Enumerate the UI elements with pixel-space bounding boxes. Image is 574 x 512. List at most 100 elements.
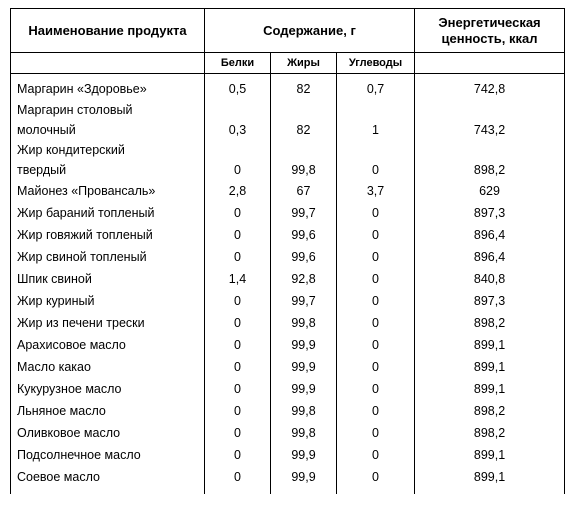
kcal-value: 898,2 (421, 400, 558, 422)
carbs-value: 0 (343, 290, 408, 312)
fat-value: 99,9 (277, 466, 330, 488)
carbs-value: 0 (343, 268, 408, 290)
col-subheader-kcal-empty (415, 53, 565, 74)
product-name: Кукурузное масло (17, 378, 198, 400)
carbs-value: 0 (343, 356, 408, 378)
fat-value: 99,8 (277, 312, 330, 334)
product-name: Подсолнечное масло (17, 444, 198, 466)
fat-value: 99,9 (277, 444, 330, 466)
col-header-content: Содержание, г (205, 9, 415, 53)
body-col-fat: 82 82 99,86799,799,699,692,899,799,899,9… (271, 74, 337, 495)
product-name: Жир свиной топленый (17, 246, 198, 268)
carbs-value: 0 (343, 422, 408, 444)
kcal-value: 899,1 (421, 334, 558, 356)
carbs-value: 0 (343, 312, 408, 334)
product-name: Майонез «Провансаль» (17, 180, 198, 202)
protein-value: 0 (211, 356, 264, 378)
kcal-value: 840,8 (421, 268, 558, 290)
kcal-value: 629 (421, 180, 558, 202)
kcal-value: 899,1 (421, 444, 558, 466)
header-row-2: Белки Жиры Углеводы (11, 53, 565, 74)
col-subheader-fat: Жиры (271, 53, 337, 74)
fat-value: 82 (277, 78, 330, 100)
protein-value: 0,3 (211, 120, 264, 140)
kcal-value: 897,3 (421, 202, 558, 224)
product-name: Жир из печени трески (17, 312, 198, 334)
fat-value: 99,7 (277, 202, 330, 224)
fat-value: 99,8 (277, 400, 330, 422)
col-subheader-protein: Белки (205, 53, 271, 74)
product-name: Жир кондитерский (17, 140, 198, 160)
header-row-1: Наименование продукта Содержание, г Энер… (11, 9, 565, 53)
product-name: Жир куриный (17, 290, 198, 312)
nutrition-table-page: Наименование продукта Содержание, г Энер… (0, 0, 574, 512)
carbs-value: 1 (343, 120, 408, 140)
kcal-value: 742,8 (421, 78, 558, 100)
fat-value: 67 (277, 180, 330, 202)
fat-value: 99,8 (277, 422, 330, 444)
fat-value: 99,7 (277, 290, 330, 312)
product-name: Арахисовое масло (17, 334, 198, 356)
carbs-value: 0 (343, 334, 408, 356)
kcal-value: 896,4 (421, 224, 558, 246)
fat-value: 99,8 (277, 160, 330, 180)
carbs-value: 0 (343, 378, 408, 400)
protein-value: 0 (211, 246, 264, 268)
carbs-value: 0 (343, 444, 408, 466)
protein-value: 0,5 (211, 78, 264, 100)
kcal-value: 899,1 (421, 378, 558, 400)
protein-value: 0 (211, 378, 264, 400)
body-col-kcal: 742,8 743,2 898,2629897,3896,4896,4840,8… (415, 74, 565, 495)
carbs-value: 0 (343, 400, 408, 422)
nutrition-table: Наименование продукта Содержание, г Энер… (10, 8, 565, 494)
kcal-value: 898,2 (421, 312, 558, 334)
product-name: молочный (17, 120, 198, 140)
carbs-value: 0 (343, 246, 408, 268)
product-name: Масло какао (17, 356, 198, 378)
fat-value: 99,9 (277, 334, 330, 356)
protein-value: 0 (211, 160, 264, 180)
product-name: Льняное масло (17, 400, 198, 422)
product-name: Жир бараний топленый (17, 202, 198, 224)
fat-value: 92,8 (277, 268, 330, 290)
body-col-protein: 0,5 0,3 02,80001,4000000000 (205, 74, 271, 495)
protein-value: 1,4 (211, 268, 264, 290)
protein-value: 0 (211, 334, 264, 356)
fat-value: 82 (277, 120, 330, 140)
product-name: Оливковое масло (17, 422, 198, 444)
protein-value: 0 (211, 224, 264, 246)
kcal-value: 896,4 (421, 246, 558, 268)
body-col-name: Маргарин «Здоровье»Маргарин столовыймоло… (11, 74, 205, 495)
protein-value: 0 (211, 466, 264, 488)
kcal-value: 743,2 (421, 120, 558, 140)
carbs-value: 0 (343, 160, 408, 180)
product-name: Соевое масло (17, 466, 198, 488)
carbs-value: 0 (343, 202, 408, 224)
protein-value: 2,8 (211, 180, 264, 202)
protein-value: 0 (211, 444, 264, 466)
fat-value: 99,6 (277, 224, 330, 246)
kcal-value: 897,3 (421, 290, 558, 312)
table-body-row: Маргарин «Здоровье»Маргарин столовыймоло… (11, 74, 565, 495)
product-name: Шпик свиной (17, 268, 198, 290)
product-name: Маргарин «Здоровье» (17, 78, 198, 100)
kcal-value: 899,1 (421, 356, 558, 378)
col-header-name: Наименование продукта (11, 9, 205, 53)
carbs-value: 0 (343, 466, 408, 488)
body-col-carbs: 0,7 1 03,70000000000000 (337, 74, 415, 495)
kcal-value: 898,2 (421, 160, 558, 180)
protein-value: 0 (211, 312, 264, 334)
carbs-value: 3,7 (343, 180, 408, 202)
carbs-value: 0,7 (343, 78, 408, 100)
protein-value: 0 (211, 422, 264, 444)
kcal-value: 898,2 (421, 422, 558, 444)
protein-value: 0 (211, 400, 264, 422)
protein-value: 0 (211, 202, 264, 224)
product-name: Жир говяжий топленый (17, 224, 198, 246)
col-header-kcal: Энергетическая ценность, ккал (415, 9, 565, 53)
fat-value: 99,9 (277, 378, 330, 400)
product-name: Маргарин столовый (17, 100, 198, 120)
col-subheader-carbs: Углеводы (337, 53, 415, 74)
fat-value: 99,9 (277, 356, 330, 378)
protein-value: 0 (211, 290, 264, 312)
